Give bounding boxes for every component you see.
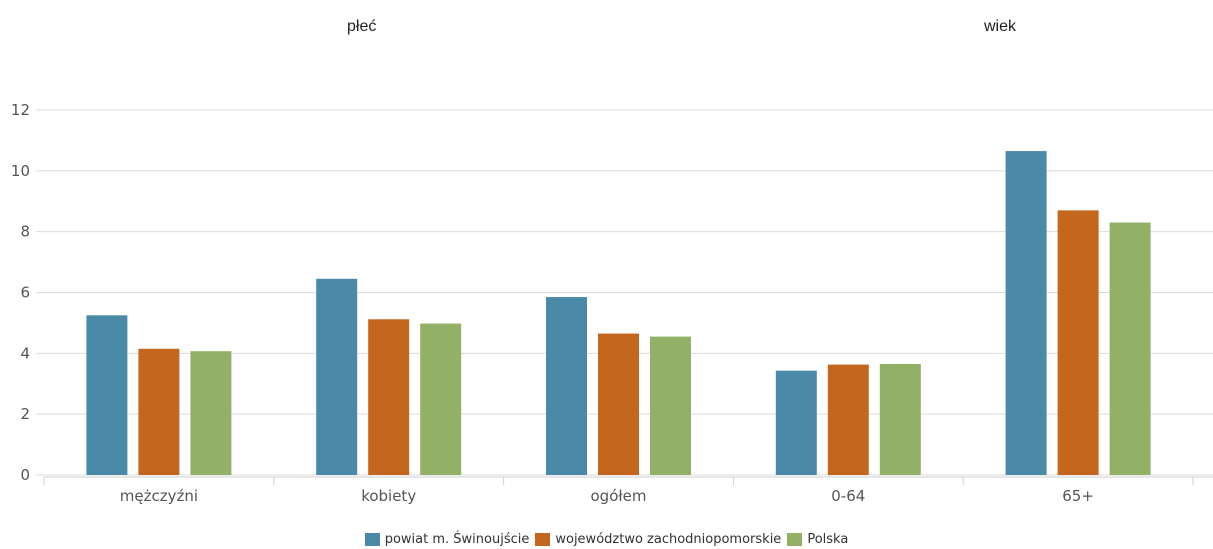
legend-label: Polska: [807, 532, 849, 547]
bar: [650, 336, 691, 475]
legend-swatch: [787, 533, 803, 546]
legend-swatch: [364, 533, 380, 546]
y-tick-label: 4: [20, 344, 30, 362]
legend-item: powiat m. Świnoujście: [364, 532, 530, 547]
bar: [368, 319, 410, 475]
x-category-label: ogółem: [591, 487, 647, 505]
group-title-gender: płeć: [347, 18, 377, 35]
x-category-label: kobiety: [361, 487, 416, 505]
x-category-label: mężczyźni: [120, 487, 198, 505]
y-tick-label: 0: [20, 466, 30, 484]
bar: [190, 351, 232, 475]
bar: [1005, 151, 1047, 475]
group-title-age: wiek: [984, 18, 1017, 35]
bar: [1109, 222, 1151, 475]
legend-swatch: [535, 533, 551, 546]
x-category-label: 65+: [1062, 487, 1094, 505]
chart-legend: powiat m. Świnoujście województwo zachodn…: [0, 532, 1213, 547]
y-tick-label: 6: [20, 284, 30, 302]
y-tick-label: 12: [11, 101, 30, 119]
bar: [775, 370, 817, 475]
legend-label: powiat m. Świnoujście: [384, 532, 530, 547]
bar: [1057, 210, 1099, 475]
y-tick-label: 8: [20, 223, 30, 241]
bar: [420, 323, 462, 475]
legend-item: Polska: [787, 532, 848, 547]
bar: [86, 315, 128, 475]
y-tick-label: 2: [20, 405, 30, 423]
y-tick-label: 10: [11, 162, 30, 180]
legend-label: województwo zachodniopomorskie: [555, 532, 782, 547]
bar: [827, 364, 869, 475]
x-category-label: 0-64: [831, 487, 865, 505]
legend-item: województwo zachodniopomorskie: [535, 532, 781, 547]
bar: [879, 363, 921, 475]
bar: [546, 297, 587, 475]
bar: [598, 333, 639, 475]
bar: [138, 348, 180, 475]
bar: [316, 278, 358, 475]
